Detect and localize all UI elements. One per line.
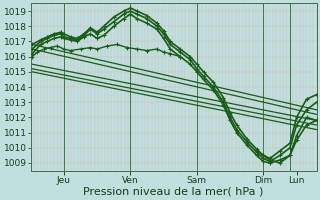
X-axis label: Pression niveau de la mer( hPa ): Pression niveau de la mer( hPa ) — [84, 187, 264, 197]
